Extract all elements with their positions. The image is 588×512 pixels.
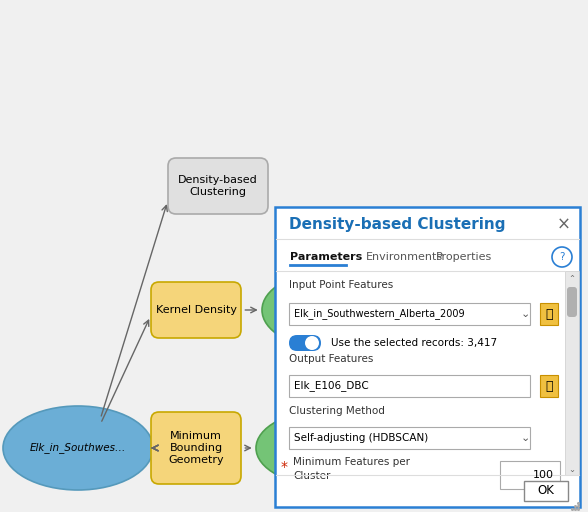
FancyBboxPatch shape — [151, 412, 241, 484]
FancyBboxPatch shape — [524, 481, 568, 501]
Text: OK: OK — [537, 484, 554, 498]
Text: Elk_data_MBG: Elk_data_MBG — [289, 442, 368, 454]
FancyBboxPatch shape — [500, 461, 560, 489]
Text: Properties: Properties — [436, 252, 492, 262]
Ellipse shape — [256, 410, 400, 486]
Circle shape — [305, 336, 319, 350]
Text: Input Point Features: Input Point Features — [289, 280, 393, 290]
Ellipse shape — [3, 406, 153, 490]
Text: Environments: Environments — [366, 252, 443, 262]
FancyBboxPatch shape — [567, 287, 577, 317]
FancyBboxPatch shape — [540, 303, 558, 325]
Text: Use the selected records: 3,417: Use the selected records: 3,417 — [331, 338, 497, 348]
Text: Parameters: Parameters — [290, 252, 362, 262]
Text: 📂: 📂 — [545, 308, 553, 321]
Text: Elk_KD: Elk_KD — [309, 305, 347, 315]
Ellipse shape — [262, 272, 394, 348]
Text: ×: × — [557, 216, 571, 234]
Text: Elk_in_Southwestern_Alberta_2009: Elk_in_Southwestern_Alberta_2009 — [294, 309, 465, 319]
Text: Kernel Density: Kernel Density — [155, 305, 236, 315]
Text: ⌃: ⌃ — [569, 274, 576, 284]
Text: ?: ? — [559, 252, 564, 262]
FancyBboxPatch shape — [289, 303, 530, 325]
Text: ⌄: ⌄ — [569, 464, 576, 474]
FancyBboxPatch shape — [168, 158, 268, 214]
FancyBboxPatch shape — [540, 375, 558, 397]
Text: ⌄: ⌄ — [520, 433, 530, 443]
Text: Elk_E106_DBC: Elk_E106_DBC — [294, 380, 369, 392]
Text: Self-adjusting (HDBSCAN): Self-adjusting (HDBSCAN) — [294, 433, 428, 443]
Text: ⌄: ⌄ — [520, 309, 530, 319]
Text: Elk_in_Southwes…: Elk_in_Southwes… — [30, 442, 126, 454]
Text: Minimum
Bounding
Geometry: Minimum Bounding Geometry — [168, 432, 224, 464]
FancyBboxPatch shape — [565, 271, 579, 475]
Text: Minimum Features per
Cluster: Minimum Features per Cluster — [293, 457, 410, 481]
Text: Density-based Clustering: Density-based Clustering — [289, 218, 506, 232]
Text: *: * — [281, 460, 288, 474]
FancyBboxPatch shape — [151, 282, 241, 338]
Text: Output Features: Output Features — [289, 354, 373, 364]
Text: 📂: 📂 — [545, 379, 553, 393]
Text: Clustering Method: Clustering Method — [289, 406, 385, 416]
FancyBboxPatch shape — [275, 207, 580, 507]
FancyBboxPatch shape — [289, 427, 530, 449]
FancyBboxPatch shape — [289, 335, 321, 351]
Text: 100: 100 — [533, 470, 554, 480]
FancyBboxPatch shape — [289, 375, 530, 397]
Text: Density-based
Clustering: Density-based Clustering — [178, 175, 258, 197]
